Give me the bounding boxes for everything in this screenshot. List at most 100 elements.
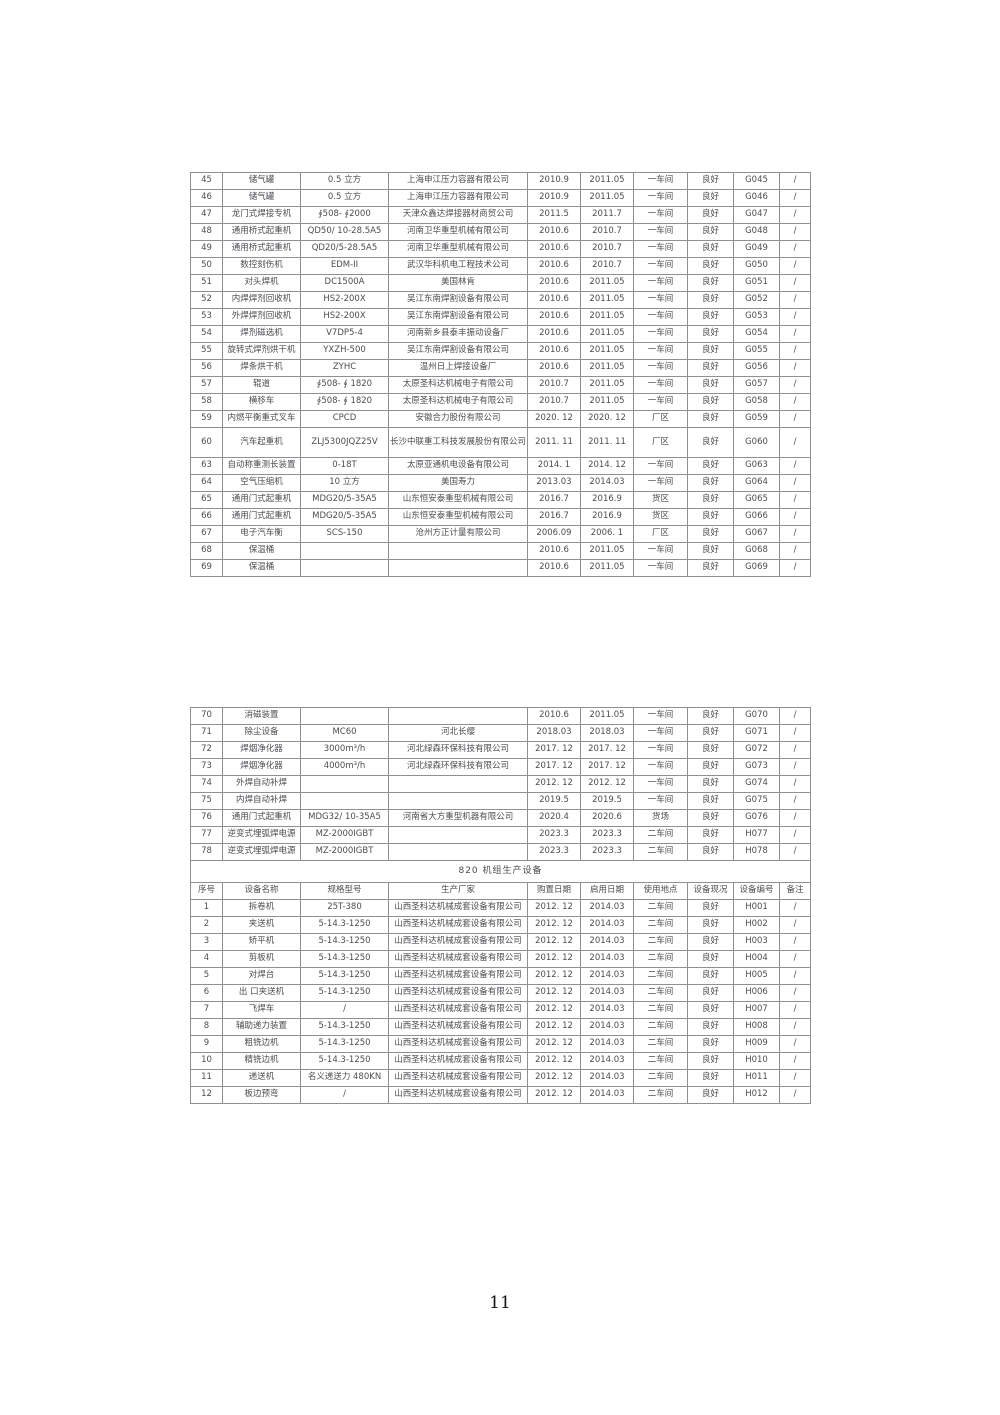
cell-start: 2014.03: [580, 1086, 634, 1104]
cell-note: /: [779, 206, 811, 224]
cell-no: 58: [190, 393, 223, 411]
cell-loc: 货区: [633, 508, 688, 526]
cell-note: /: [779, 758, 811, 776]
cell-buy: 2012. 12: [527, 1001, 581, 1019]
cell-maker: 山西圣科达机械成套设备有限公司: [388, 1086, 528, 1104]
cell-spec: 4000m³/h: [300, 758, 389, 776]
cell-code: G066: [733, 508, 780, 526]
cell-code: G073: [733, 758, 780, 776]
cell-buy: 2010.6: [527, 342, 581, 360]
cell-start: 2010.7: [580, 223, 634, 241]
cell-buy: 2010.6: [527, 542, 581, 560]
cell-code: H009: [733, 1035, 780, 1053]
cell-name: 逆变式埋弧焊电源: [222, 826, 301, 844]
cell-code: G052: [733, 291, 780, 309]
cell-no: 47: [190, 206, 223, 224]
cell-note: /: [779, 1001, 811, 1019]
cell-maker: [388, 542, 528, 560]
cell-no: 8: [190, 1018, 223, 1036]
cell-code: G064: [733, 474, 780, 492]
cell-start: 2014.03: [580, 1035, 634, 1053]
cell-spec: MC60: [300, 724, 389, 742]
cell-note: /: [779, 1086, 811, 1104]
cell-note: /: [779, 274, 811, 292]
cell-start: 2017. 12: [580, 741, 634, 759]
cell-loc: 二车间: [633, 984, 688, 1002]
table-row: 69 保温桶 2010.6 2011.05 一车间 良好 G069/: [190, 559, 811, 577]
cell-code: G059: [733, 410, 780, 428]
cell-start: 2011.05: [580, 707, 634, 725]
cell-name: 出 口夹送机: [222, 984, 301, 1002]
cell-code: H006: [733, 984, 780, 1002]
cell-note: /: [779, 427, 811, 458]
cell-loc: 一车间: [633, 474, 688, 492]
cell-cond: 良好: [687, 325, 734, 343]
cell-buy: 2010.6: [527, 707, 581, 725]
cell-loc: 一车间: [633, 376, 688, 394]
cell-maker: 上海申江压力容器有限公司: [388, 172, 528, 190]
cell-no: 75: [190, 792, 223, 810]
cell-no: 7: [190, 1001, 223, 1019]
table-row: 66 通用门式起重机 MDG20/5-35A5 山东恒安泰重型机械有限公司 2016.7…: [190, 508, 811, 526]
cell-start: 2014.03: [580, 916, 634, 934]
cell-code: G048: [733, 223, 780, 241]
cell-maker: 河南卫华重型机械有限公司: [388, 223, 528, 241]
cell-cond: 良好: [687, 359, 734, 377]
cell-buy: 2010.9: [527, 189, 581, 207]
cell-maker: 长沙中联重工科技发展股份有限公司: [388, 427, 528, 458]
cell-loc: 一车间: [633, 724, 688, 742]
cell-cond: 良好: [687, 342, 734, 360]
cell-maker: [388, 826, 528, 844]
cell-maker: 山西圣科达机械成套设备有限公司: [388, 984, 528, 1002]
cell-start: 2014.03: [580, 1052, 634, 1070]
table-row: 71 除尘设备 MC60 河北长缨 2018.03 2018.03 一车间 良好 G071/: [190, 724, 811, 742]
cell-cond: 良好: [687, 542, 734, 560]
cell-buy: 2020. 12: [527, 410, 581, 428]
table-row: 2 夹送机 5-14.3-1250 山西圣科达机械成套设备有限公司 2012. 12 20…: [190, 916, 811, 934]
cell-buy: 2012. 12: [527, 933, 581, 951]
table-row: 45 储气罐 0.5 立方 上海申江压力容器有限公司 2010.9 2011.05 一车间良…: [190, 172, 811, 190]
cell-spec: 25T-380: [300, 899, 389, 917]
cell-spec: 5-14.3-1250: [300, 1035, 389, 1053]
cell-maker: [388, 843, 528, 861]
cell-code: H007: [733, 1001, 780, 1019]
cell-no: 50: [190, 257, 223, 275]
cell-note: /: [779, 457, 811, 475]
equipment-table-upper: 45 储气罐 0.5 立方 上海申江压力容器有限公司 2010.9 2011.05 一车间良…: [190, 172, 811, 577]
cell-note: /: [779, 376, 811, 394]
cell-start: 2014.03: [580, 950, 634, 968]
cell-loc: 一车间: [633, 542, 688, 560]
cell-spec: [300, 542, 389, 560]
cell-name: 通用门式起重机: [222, 508, 301, 526]
cell-cond: 良好: [687, 474, 734, 492]
cell-cond: 良好: [687, 916, 734, 934]
cell-note: /: [779, 525, 811, 543]
cell-name: 辅助递力装置: [222, 1018, 301, 1036]
column-header: 规格型号: [300, 882, 389, 900]
cell-start: 2011.05: [580, 325, 634, 343]
cell-start: 2018.03: [580, 724, 634, 742]
cell-cond: 良好: [687, 933, 734, 951]
cell-spec: ∮508- ∮ 1820: [300, 393, 389, 411]
cell-name: 通用门式起重机: [222, 491, 301, 509]
column-header: 购置日期: [527, 882, 581, 900]
cell-buy: 2012. 12: [527, 1069, 581, 1087]
cell-cond: 良好: [687, 508, 734, 526]
cell-code: G075: [733, 792, 780, 810]
cell-loc: 一车间: [633, 393, 688, 411]
cell-maker: 山西圣科达机械成套设备有限公司: [388, 1069, 528, 1087]
cell-maker: 山东恒安泰重型机械有限公司: [388, 508, 528, 526]
cell-loc: 二车间: [633, 1086, 688, 1104]
cell-name: 内燃平衡重式叉车: [222, 410, 301, 428]
table-row: 76 通用门式起重机 MDG32/ 10-35A5 河南省大方重型机器有限公司 2020…: [190, 809, 811, 827]
cell-name: 焊条烘干机: [222, 359, 301, 377]
table-row: 47 龙门式焊接专机 ∮508- ∮2000 天津众鑫达焊接器材商贸公司 2011.5 2…: [190, 206, 811, 224]
cell-maker: 河北长缨: [388, 724, 528, 742]
cell-start: 2014.03: [580, 1018, 634, 1036]
cell-note: /: [779, 491, 811, 509]
table-row: 10 精铣边机 5-14.3-1250 山西圣科达机械成套设备有限公司 2012. 12…: [190, 1052, 811, 1070]
table-row: 63 自动称重测长装置 0-18T 太原亚通机电设备有限公司 2014. 1 2014. …: [190, 457, 811, 475]
cell-note: /: [779, 1069, 811, 1087]
cell-name: 焊烟净化器: [222, 758, 301, 776]
cell-cond: 良好: [687, 950, 734, 968]
